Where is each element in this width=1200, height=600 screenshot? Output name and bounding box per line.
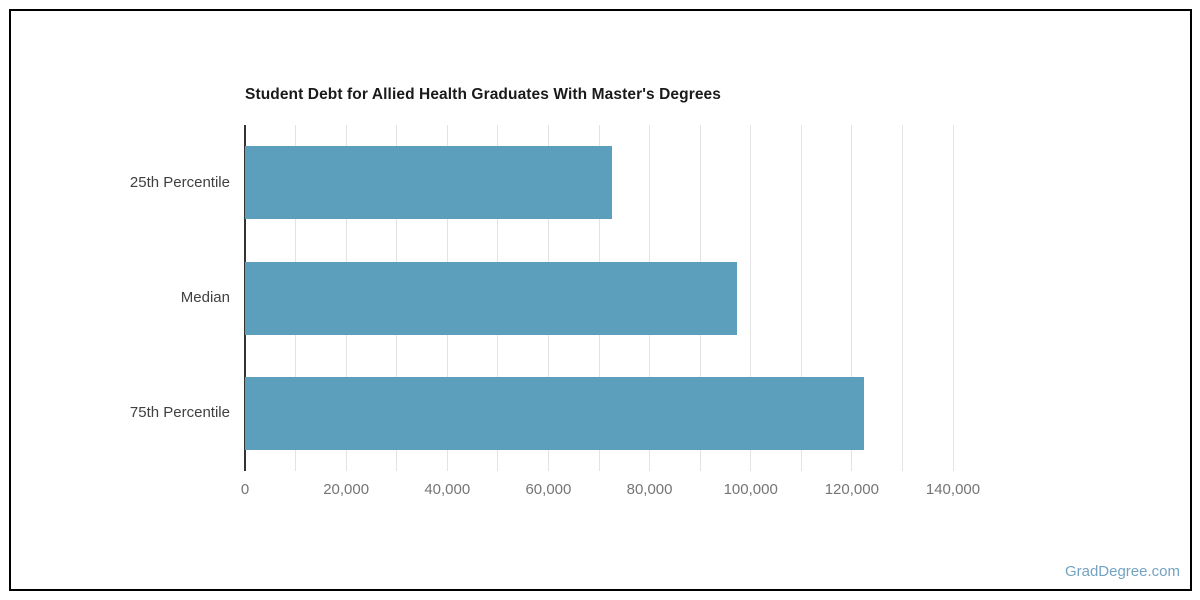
gridline [901, 125, 903, 471]
y-axis-label: 25th Percentile [129, 173, 230, 191]
x-axis-label: 60,000 [525, 481, 572, 498]
bar-median [245, 261, 737, 335]
bar-75th-percentile [245, 376, 864, 450]
gridline [750, 125, 752, 471]
x-axis-label: 140,000 [925, 481, 981, 498]
x-axis-label: 100,000 [723, 481, 778, 498]
x-axis-label: 0 [240, 481, 250, 498]
x-axis-label: 80,000 [626, 481, 673, 498]
y-axis-label: Median [180, 289, 230, 306]
x-axis-label: 120,000 [824, 481, 879, 498]
chart-title: Student Debt for Allied Health Graduates… [245, 86, 721, 103]
gridline [800, 125, 802, 471]
y-axis-label: 75th Percentile [129, 404, 230, 422]
bar-25th-percentile [245, 146, 612, 220]
x-axis-label: 20,000 [323, 481, 370, 498]
gridline [851, 125, 853, 471]
watermark-link: GradDegree.com [1064, 563, 1180, 580]
x-axis-label: 40,000 [424, 481, 471, 498]
gridline [952, 125, 954, 471]
